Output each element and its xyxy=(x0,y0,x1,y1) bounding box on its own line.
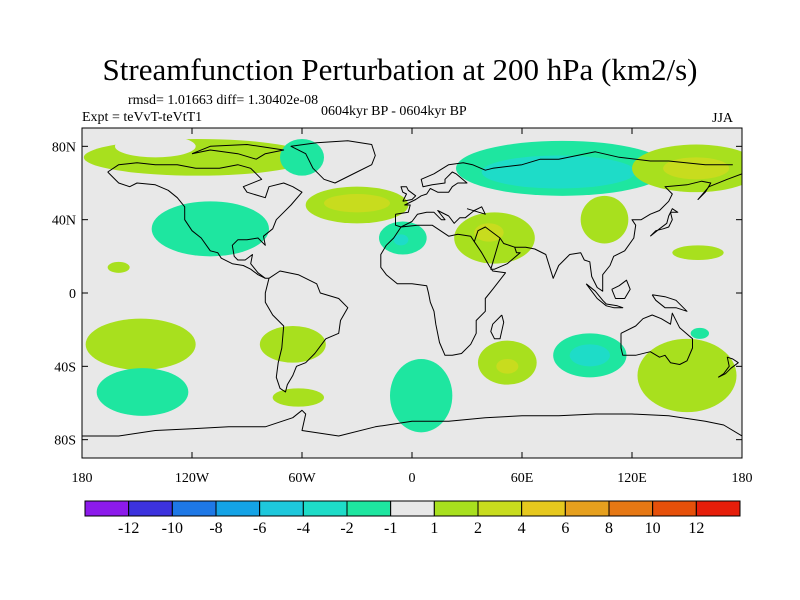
y-tick-label-3: 40S xyxy=(54,360,76,375)
coast-europe-north xyxy=(395,151,733,215)
x-tick-label-0: 180 xyxy=(72,471,93,486)
stats-text: rmsd= 1.01663 diff= 1.30402e-08 xyxy=(128,93,319,108)
experiment-label: Expt = teVvT-teVtT1 xyxy=(82,110,203,125)
colorbar-label-2: -8 xyxy=(209,520,222,537)
colorbar-swatch-1 xyxy=(128,500,173,517)
colorbar-label-1: -10 xyxy=(162,520,183,537)
colorbar-swatch-7 xyxy=(390,500,435,517)
coast-asia xyxy=(514,173,742,292)
colorbar-swatch-13 xyxy=(652,500,697,517)
axes: 180 120W 60W 0 60E 120E 180 80N 40N 0 40S 80S xyxy=(52,128,753,486)
coast-asia-south xyxy=(473,226,521,270)
coast-madagascar xyxy=(490,314,505,340)
contour-region-2 xyxy=(151,201,269,257)
y-tick-label-2: 0 xyxy=(69,287,76,302)
coast-europe xyxy=(395,206,486,228)
coast-australia xyxy=(620,312,693,365)
coast-britain xyxy=(400,186,417,202)
colorbar-label-3: -6 xyxy=(253,520,266,537)
coast-new-zealand xyxy=(717,356,739,378)
season-label: JJA xyxy=(712,111,734,126)
contour-region-17 xyxy=(85,318,196,371)
colorbar-label-11: 8 xyxy=(605,520,613,537)
y-tick-label-0: 80N xyxy=(52,140,76,155)
contour-region-23 xyxy=(496,359,519,374)
coast-antarctica xyxy=(82,409,742,437)
contour-region-3 xyxy=(107,261,130,273)
coast-greenland xyxy=(290,140,376,184)
contour-region-6 xyxy=(324,194,390,213)
contour-region-1 xyxy=(115,135,196,158)
colorbar-swatch-0 xyxy=(84,500,130,517)
contour-region-25 xyxy=(569,344,610,367)
contour-region-15 xyxy=(580,195,629,244)
colorbar-swatch-6 xyxy=(346,500,392,517)
colorbar-swatch-2 xyxy=(171,500,217,517)
coast-indonesia xyxy=(585,283,624,309)
chart-title: Streamfunction Perturbation at 200 hPa (… xyxy=(102,52,698,87)
colorbar-swatch-10 xyxy=(521,500,566,517)
x-tick-label-5: 120E xyxy=(617,471,647,486)
contour-region-10 xyxy=(474,223,504,242)
coast-north-america xyxy=(107,162,303,279)
colorbar-label-7: 1 xyxy=(430,520,438,537)
colorbar: -12 -10 -8 -6 -4 -2 -1 1 2 4 6 8 10 12 xyxy=(84,500,741,537)
contour-region-20 xyxy=(96,368,189,416)
colorbar-label-6: -1 xyxy=(384,520,397,537)
colorbar-swatch-9 xyxy=(477,500,523,517)
colorbar-label-12: 10 xyxy=(645,520,661,537)
colorbar-swatch-5 xyxy=(302,500,348,517)
colorbar-swatch-14 xyxy=(695,500,741,517)
coast-borneo xyxy=(611,279,631,299)
colorbar-swatch-3 xyxy=(215,500,261,517)
colorbar-label-8: 2 xyxy=(474,520,482,537)
colorbar-swatch-12 xyxy=(608,500,654,517)
colorbar-label-10: 6 xyxy=(561,520,569,537)
coastlines xyxy=(82,140,742,437)
colorbar-label-5: -2 xyxy=(340,520,353,537)
colorbar-swatch-11 xyxy=(564,500,610,517)
x-tick-label-2: 60W xyxy=(288,471,316,486)
colorbar-label-13: 12 xyxy=(688,520,704,537)
contour-region-8 xyxy=(393,234,409,246)
x-tick-label-1: 120W xyxy=(175,471,210,486)
coast-north-america-west xyxy=(107,171,266,279)
contour-region-21 xyxy=(390,359,453,433)
colorbar-swatch-4 xyxy=(259,500,304,517)
contour-region-12 xyxy=(481,155,636,189)
coast-arctic-islands xyxy=(191,144,285,160)
y-tick-label-1: 40N xyxy=(52,214,76,229)
contour-fills xyxy=(83,135,742,433)
contour-region-14 xyxy=(663,157,730,180)
contour-region-4 xyxy=(280,139,324,176)
contour-region-27 xyxy=(690,327,709,339)
x-tick-label-6: 180 xyxy=(732,471,753,486)
contour-region-26 xyxy=(637,338,737,413)
colorbar-label-0: -12 xyxy=(118,520,139,537)
contour-region-19 xyxy=(272,388,325,407)
contour-region-18 xyxy=(259,326,326,363)
colorbar-swatch-8 xyxy=(433,500,479,517)
period-label: 0604kyr BP - 0604kyr BP xyxy=(321,104,467,119)
coast-japan xyxy=(649,208,679,237)
coast-south-america xyxy=(264,270,349,393)
x-tick-label-4: 60E xyxy=(511,471,534,486)
coast-africa xyxy=(380,224,506,356)
colorbar-label-4: -4 xyxy=(297,520,310,537)
x-tick-label-3: 0 xyxy=(409,471,416,486)
coast-new-guinea xyxy=(651,294,688,312)
contour-region-16 xyxy=(672,245,724,260)
y-tick-label-4: 80S xyxy=(54,434,76,449)
colorbar-label-9: 4 xyxy=(518,520,526,537)
